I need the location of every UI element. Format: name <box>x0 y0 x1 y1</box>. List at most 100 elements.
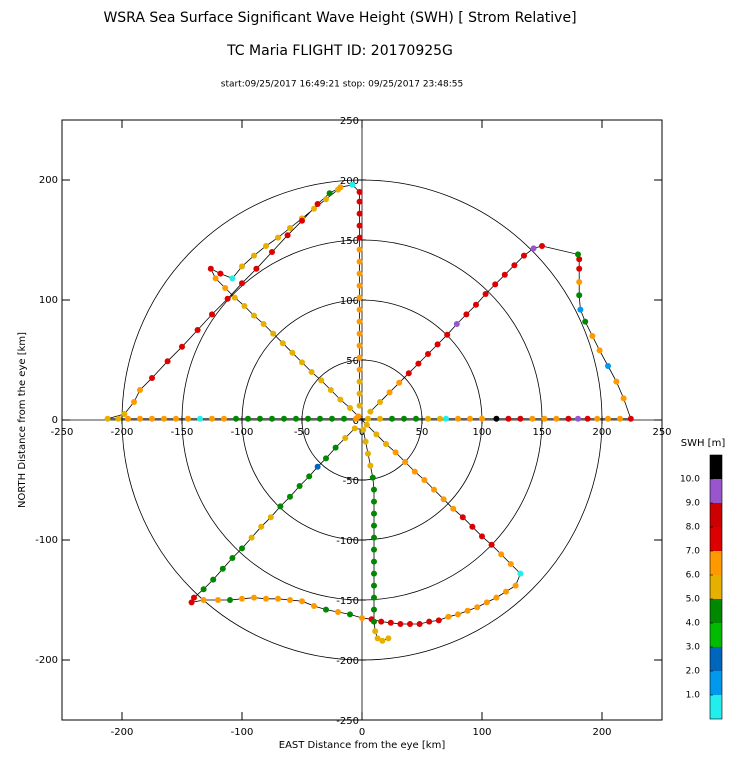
swh-point <box>185 415 191 422</box>
swh-point <box>479 415 485 422</box>
swh-point <box>311 205 317 212</box>
swh-point <box>405 370 412 377</box>
center-y-tick-label: -250 <box>336 716 359 727</box>
center-x-tick-label: -250 <box>51 427 74 438</box>
swh-point <box>503 588 509 595</box>
swh-point <box>469 523 476 530</box>
swh-point <box>584 415 591 422</box>
swh-point <box>493 415 500 422</box>
center-y-tick-label: 250 <box>340 116 359 127</box>
swh-point <box>356 222 363 229</box>
colorbar-tick-label: 8.0 <box>686 523 701 533</box>
swh-point <box>434 341 441 348</box>
swh-point <box>263 243 269 249</box>
colorbar-tick-label: 7.0 <box>686 547 701 557</box>
center-x-tick-label: -100 <box>231 427 254 438</box>
swh-point <box>317 415 323 422</box>
swh-point <box>425 351 431 357</box>
swh-point <box>287 493 293 500</box>
swh-point <box>281 415 287 422</box>
time-range: start:09/25/2017 16:49:21 stop: 09/25/20… <box>221 80 464 90</box>
swh-point <box>359 615 365 621</box>
swh-point <box>210 576 217 583</box>
swh-point <box>530 245 537 252</box>
swh-point <box>284 232 291 239</box>
colorbar-tick-label: 1.0 <box>686 691 701 701</box>
swh-point <box>483 599 490 606</box>
swh-point <box>200 586 207 593</box>
swh-point <box>360 426 367 433</box>
swh-point <box>332 444 339 451</box>
swh-point <box>245 415 251 422</box>
swh-point <box>371 546 377 553</box>
swh-point <box>362 438 369 445</box>
swh-point <box>258 523 265 530</box>
colorbar-segment <box>710 479 722 503</box>
swh-point <box>287 225 293 231</box>
swh-point <box>347 611 353 618</box>
swh-point <box>455 415 461 422</box>
swh-point <box>209 415 215 422</box>
swh-point <box>413 415 419 422</box>
swh-point <box>498 551 505 558</box>
swh-point <box>371 606 377 613</box>
swh-point <box>347 405 353 411</box>
swh-point <box>191 594 197 601</box>
swh-point <box>219 565 226 572</box>
colorbar-title: SWH [m] <box>681 438 726 449</box>
swh-point <box>179 343 185 350</box>
swh-point <box>517 415 524 422</box>
swh-point <box>507 561 514 567</box>
swh-point <box>371 522 377 529</box>
swh-point <box>323 606 329 613</box>
center-y-tick-label: -100 <box>336 536 359 547</box>
swh-point <box>299 217 305 224</box>
swh-point <box>397 621 404 627</box>
swh-point <box>365 450 371 457</box>
swh-point <box>229 275 236 282</box>
swh-point <box>426 618 433 625</box>
colorbar-segment <box>710 551 722 575</box>
swh-point <box>463 311 470 318</box>
swh-point <box>293 415 299 422</box>
swh-point <box>415 360 422 367</box>
y-tick-label: -200 <box>35 655 58 666</box>
colorbar-tick-label: 5.0 <box>686 595 701 605</box>
colorbar-frame <box>709 454 723 720</box>
swh-point <box>207 265 214 272</box>
swh-point <box>269 249 275 255</box>
chart-subtitle: TC Maria FLIGHT ID: 20170925G <box>226 43 453 59</box>
center-x-tick-label: 50 <box>416 427 429 438</box>
swh-point <box>197 415 203 422</box>
swh-point <box>383 441 389 447</box>
swh-point <box>229 555 236 561</box>
swh-point <box>521 252 527 259</box>
swh-point <box>512 582 519 589</box>
swh-point <box>342 435 349 441</box>
swh-point <box>349 181 356 188</box>
swh-point <box>308 369 315 375</box>
swh-point <box>239 545 245 552</box>
swh-point <box>369 474 376 481</box>
swh-point <box>337 396 344 403</box>
swh-point <box>529 415 536 422</box>
swh-point <box>289 349 296 356</box>
swh-point <box>269 415 275 422</box>
swh-point <box>517 570 524 577</box>
swh-point <box>356 246 363 253</box>
swh-point <box>363 421 370 428</box>
colorbar-segment <box>710 623 722 647</box>
swh-point <box>125 415 131 422</box>
center-x-tick-label: -200 <box>111 427 134 438</box>
swh-point <box>257 415 263 422</box>
swh-point <box>576 292 583 299</box>
swh-point <box>582 318 589 325</box>
swh-point <box>311 603 317 609</box>
swh-point <box>239 595 245 602</box>
swh-point <box>188 599 195 606</box>
y-tick-label: 200 <box>39 175 58 186</box>
swh-point <box>467 415 473 422</box>
swh-point <box>356 318 363 325</box>
swh-point <box>323 196 329 203</box>
swh-point <box>416 621 423 627</box>
